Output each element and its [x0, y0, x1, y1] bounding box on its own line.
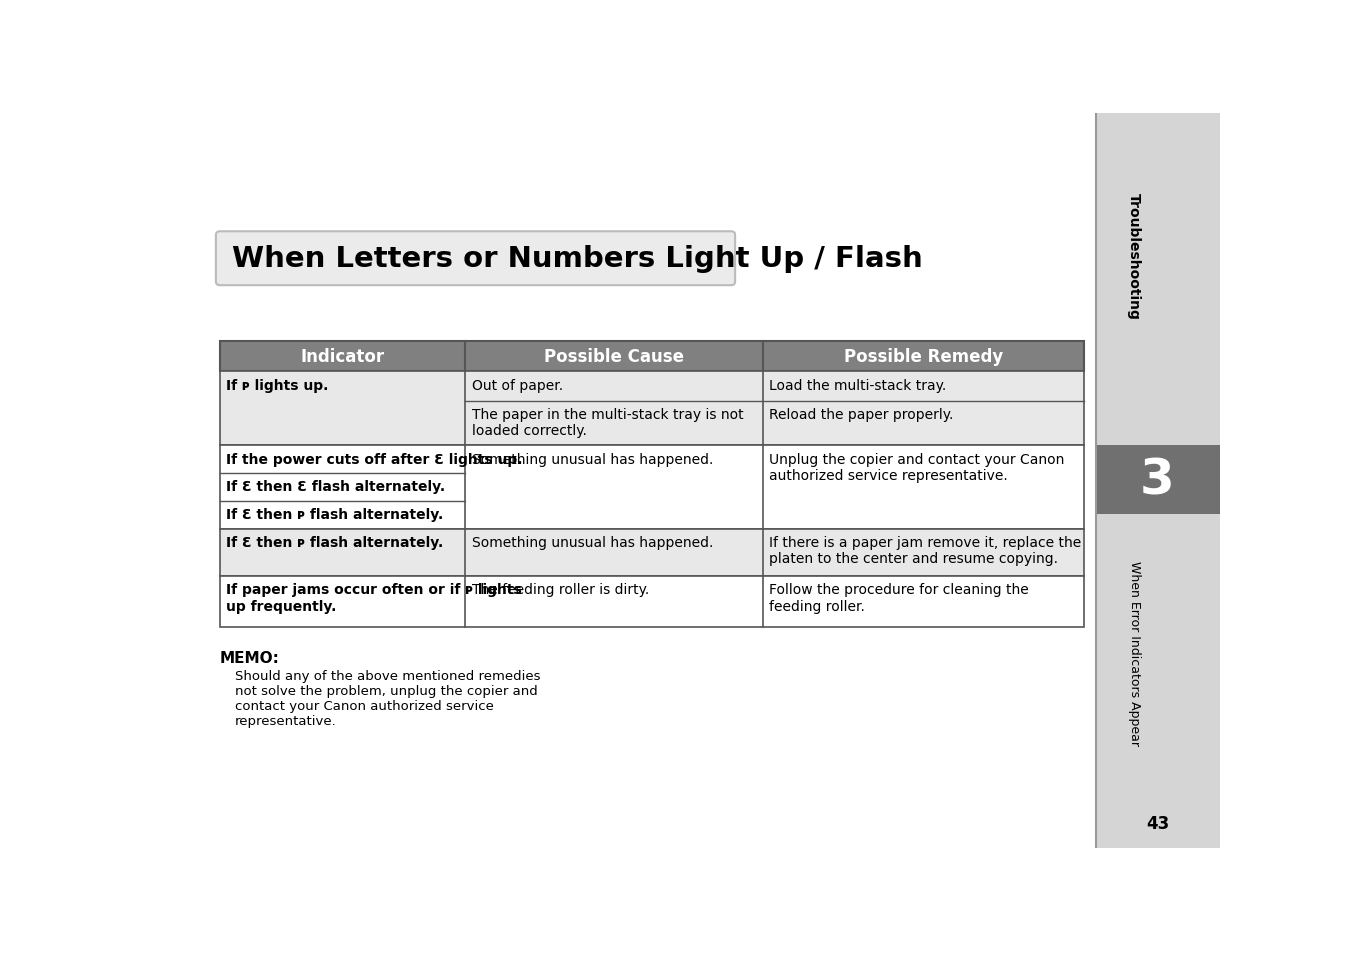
Bar	[1095, 445, 1220, 515]
Text: Reload the paper properly.: Reload the paper properly.	[770, 408, 954, 421]
Text: When Error Indicators Appear: When Error Indicators Appear	[1127, 560, 1141, 745]
Bar	[220, 577, 1084, 627]
Text: The feeding roller is dirty.: The feeding roller is dirty.	[472, 583, 649, 597]
FancyBboxPatch shape	[215, 232, 736, 286]
Text: The paper in the multi-stack tray is not
loaded correctly.: The paper in the multi-stack tray is not…	[472, 408, 744, 437]
Text: Something unusual has happened.: Something unusual has happened.	[472, 535, 713, 549]
Bar	[220, 341, 1084, 372]
Text: If the power cuts off after Ɛ lights up.: If the power cuts off after Ɛ lights up.	[226, 452, 523, 466]
Text: 3: 3	[1140, 456, 1175, 504]
Text: Troubleshooting: Troubleshooting	[1127, 193, 1141, 320]
Bar	[1095, 114, 1220, 445]
Text: If Ɛ then ᴘ flash alternately.: If Ɛ then ᴘ flash alternately.	[226, 507, 443, 521]
Text: Indicator: Indicator	[301, 348, 385, 366]
Text: MEMO:: MEMO:	[220, 651, 279, 665]
Text: If there is a paper jam remove it, replace the
platen to the center and resume c: If there is a paper jam remove it, repla…	[770, 535, 1081, 565]
Text: If Ɛ then ᴘ flash alternately.: If Ɛ then ᴘ flash alternately.	[226, 535, 443, 549]
Text: 43: 43	[1146, 815, 1169, 833]
Text: If paper jams occur often or if ᴘ lights
up frequently.: If paper jams occur often or if ᴘ lights…	[226, 583, 522, 613]
Text: Follow the procedure for cleaning the
feeding roller.: Follow the procedure for cleaning the fe…	[770, 583, 1028, 613]
Text: Possible Remedy: Possible Remedy	[844, 348, 1003, 366]
Text: Possible Cause: Possible Cause	[545, 348, 684, 366]
Bar	[220, 529, 1084, 577]
Text: If ᴘ lights up.: If ᴘ lights up.	[226, 378, 328, 393]
Bar	[220, 446, 1084, 529]
Text: Load the multi-stack tray.: Load the multi-stack tray.	[770, 378, 947, 393]
Text: Should any of the above mentioned remedies
not solve the problem, unplug the cop: Should any of the above mentioned remedi…	[236, 669, 541, 727]
Bar	[220, 372, 1084, 446]
Bar	[1095, 515, 1220, 848]
Text: Out of paper.: Out of paper.	[472, 378, 562, 393]
Text: When Letters or Numbers Light Up / Flash: When Letters or Numbers Light Up / Flash	[232, 245, 923, 273]
Text: If Ɛ then Ɛ flash alternately.: If Ɛ then Ɛ flash alternately.	[226, 479, 444, 494]
Text: Unplug the copier and contact your Canon
authorized service representative.: Unplug the copier and contact your Canon…	[770, 452, 1065, 482]
Text: Something unusual has happened.: Something unusual has happened.	[472, 452, 713, 466]
